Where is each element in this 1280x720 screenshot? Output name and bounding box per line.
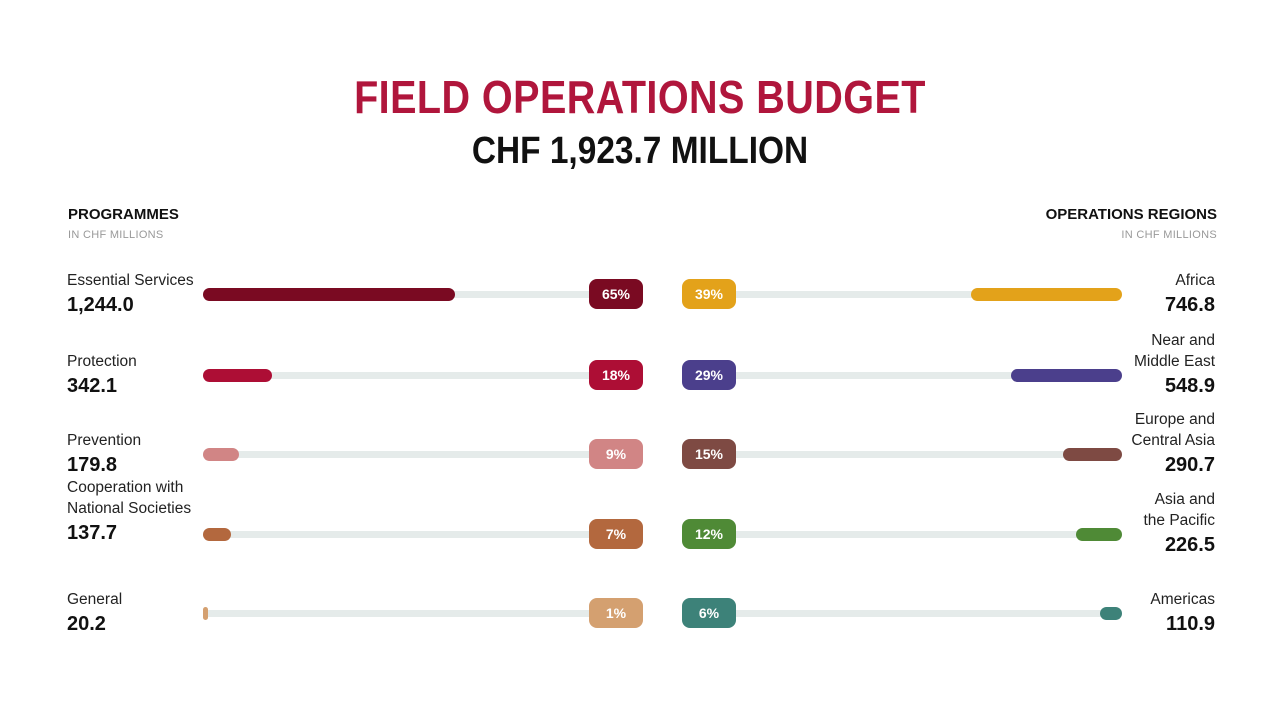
programmes-units: IN CHF MILLIONS — [68, 229, 164, 241]
bar-track-asia-and-the-pacific — [718, 530, 1122, 538]
value-label-africa: 746.8 — [1164, 294, 1215, 316]
chart-subtitle: CHF 1,923.7 MILLION — [471, 130, 809, 172]
bar-prevention — [203, 447, 240, 461]
category-label-europe-and-central-asia: Central Asia — [1131, 432, 1215, 449]
percent-badge-europe-and-central-asia: 15% — [682, 439, 736, 469]
category-label-americas: Americas — [1150, 591, 1215, 608]
percent-badge-essential-services: 65% — [589, 279, 643, 309]
value-label-near-and-middle-east: 548.9 — [1164, 375, 1215, 397]
category-label-prevention: Prevention — [67, 432, 142, 449]
value-label-americas: 110.9 — [1166, 613, 1215, 635]
category-label-general: General — [67, 591, 123, 608]
bar-africa — [970, 287, 1122, 301]
percent-badge-protection: 18% — [589, 360, 643, 390]
value-label-asia-and-the-pacific: 226.5 — [1164, 534, 1215, 556]
category-label-protection: Protection — [67, 353, 137, 370]
bar-track-cooperation-with-national-societies — [203, 530, 600, 538]
category-label-cooperation-with-national-societies: National Societies — [67, 500, 192, 517]
percent-badge-general: 1% — [589, 598, 643, 628]
bar-cooperation-with-national-societies — [203, 527, 231, 541]
bar-track-near-and-middle-east — [718, 371, 1122, 379]
bar-general — [203, 606, 208, 620]
percent-badge-cooperation-with-national-societies: 7% — [589, 519, 643, 549]
category-label-africa: Africa — [1175, 272, 1215, 289]
bar-track-americas — [718, 609, 1122, 617]
bar-near-and-middle-east — [1010, 368, 1122, 382]
value-label-cooperation-with-national-societies: 137.7 — [67, 522, 118, 544]
bar-track-general — [203, 609, 600, 617]
category-label-cooperation-with-national-societies: Cooperation with — [67, 479, 184, 496]
percent-badge-americas: 6% — [682, 598, 736, 628]
bar-americas — [1099, 606, 1122, 620]
percent-badge-africa: 39% — [682, 279, 736, 309]
value-label-essential-services: 1,244.0 — [67, 294, 134, 316]
value-label-general: 20.2 — [67, 613, 106, 635]
category-label-europe-and-central-asia: Europe and — [1134, 411, 1215, 428]
regions-heading: OPERATIONS REGIONS — [1045, 206, 1217, 223]
bar-track-africa — [718, 290, 1122, 298]
category-label-near-and-middle-east: Near and — [1151, 332, 1215, 349]
bar-europe-and-central-asia — [1063, 447, 1122, 461]
bar-track-protection — [203, 371, 600, 379]
bar-asia-and-the-pacific — [1076, 527, 1122, 541]
programmes-heading: PROGRAMMES — [68, 206, 179, 223]
value-label-europe-and-central-asia: 290.7 — [1164, 454, 1215, 476]
category-label-essential-services: Essential Services — [67, 272, 194, 289]
category-label-asia-and-the-pacific: the Pacific — [1143, 512, 1215, 529]
value-label-prevention: 179.8 — [67, 454, 118, 476]
bar-track-prevention — [203, 450, 600, 458]
percent-badge-near-and-middle-east: 29% — [682, 360, 736, 390]
bar-essential-services — [203, 287, 455, 301]
percent-badge-asia-and-the-pacific: 12% — [682, 519, 736, 549]
bar-track-europe-and-central-asia — [718, 450, 1122, 458]
percent-badge-prevention: 9% — [589, 439, 643, 469]
regions-units: IN CHF MILLIONS — [1121, 229, 1217, 241]
category-label-near-and-middle-east: Middle East — [1134, 353, 1215, 370]
bar-protection — [203, 368, 273, 382]
category-label-asia-and-the-pacific: Asia and — [1154, 491, 1215, 508]
value-label-protection: 342.1 — [67, 375, 118, 397]
chart-title: FIELD OPERATIONS BUDGET — [354, 71, 926, 123]
